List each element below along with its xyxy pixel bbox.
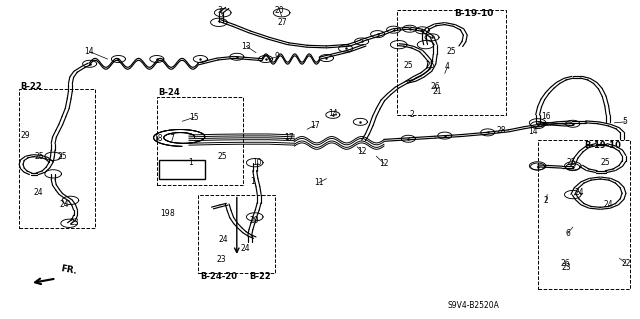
Text: 29: 29 [20,131,31,140]
Text: 24: 24 [240,244,250,253]
Text: 25: 25 [600,158,611,167]
Text: 2: 2 [543,197,548,205]
Text: 21: 21 [433,87,442,96]
Text: 14: 14 [328,109,338,118]
Text: 10: 10 [252,158,262,167]
Text: 27: 27 [277,18,287,27]
Text: S9V4-B2520A: S9V4-B2520A [448,301,500,310]
Text: 24: 24 [218,235,228,244]
Text: 5: 5 [623,117,628,126]
Text: 26: 26 [560,259,570,268]
Text: 28: 28 [497,126,506,135]
Text: B-19-10: B-19-10 [454,9,494,18]
Text: 25: 25 [35,152,45,161]
Text: 19: 19 [160,209,170,218]
Text: 24: 24 [603,200,613,209]
Text: 6: 6 [565,229,570,238]
Text: 20: 20 [275,6,285,15]
Bar [538,140,630,289]
Text: 29: 29 [250,216,260,225]
Text: 4: 4 [445,63,450,71]
Text: 25: 25 [446,47,456,56]
Text: 13: 13 [241,42,252,51]
Text: 15: 15 [189,113,199,122]
Text: 23: 23 [216,255,227,263]
Text: 3: 3 [218,6,223,15]
Text: 24: 24 [574,189,584,197]
Text: 12: 12 [380,159,388,168]
Bar [397,10,506,115]
Text: FR.: FR. [60,264,77,276]
Text: 25: 25 [218,152,228,161]
Text: 9: 9 [275,52,280,61]
Text: 17: 17 [310,121,320,130]
Text: 16: 16 [541,112,551,121]
Text: B-24: B-24 [159,88,180,97]
Bar [159,160,205,179]
Text: 23: 23 [69,218,79,227]
Text: 26: 26 [430,82,440,91]
Text: B-22: B-22 [20,82,42,91]
Text: 24: 24 [59,200,69,209]
Text: 25: 25 [58,152,68,161]
Text: B-22: B-22 [250,272,271,281]
Text: 25: 25 [425,61,435,70]
Text: 7: 7 [170,134,175,143]
Bar [198,195,275,273]
Text: 1: 1 [188,158,193,167]
Text: 12: 12 [357,147,366,156]
Text: 22: 22 [621,259,630,268]
Text: 18: 18 [154,134,163,143]
Text: 2: 2 [409,110,414,119]
Bar [19,89,95,228]
Text: 11: 11 [314,178,323,187]
Text: B-24-20: B-24-20 [200,272,237,281]
Text: B-19-10: B-19-10 [584,141,621,150]
Text: 14: 14 [84,47,94,56]
Text: 25: 25 [566,158,577,167]
Text: 17: 17 [284,133,294,142]
Text: 1: 1 [250,177,255,186]
Text: 8: 8 [169,209,174,218]
Text: 24: 24 [33,189,44,197]
Text: 14: 14 [528,127,538,136]
Text: 25: 25 [403,61,413,70]
Text: 23: 23 [561,263,572,272]
Bar [157,97,243,185]
